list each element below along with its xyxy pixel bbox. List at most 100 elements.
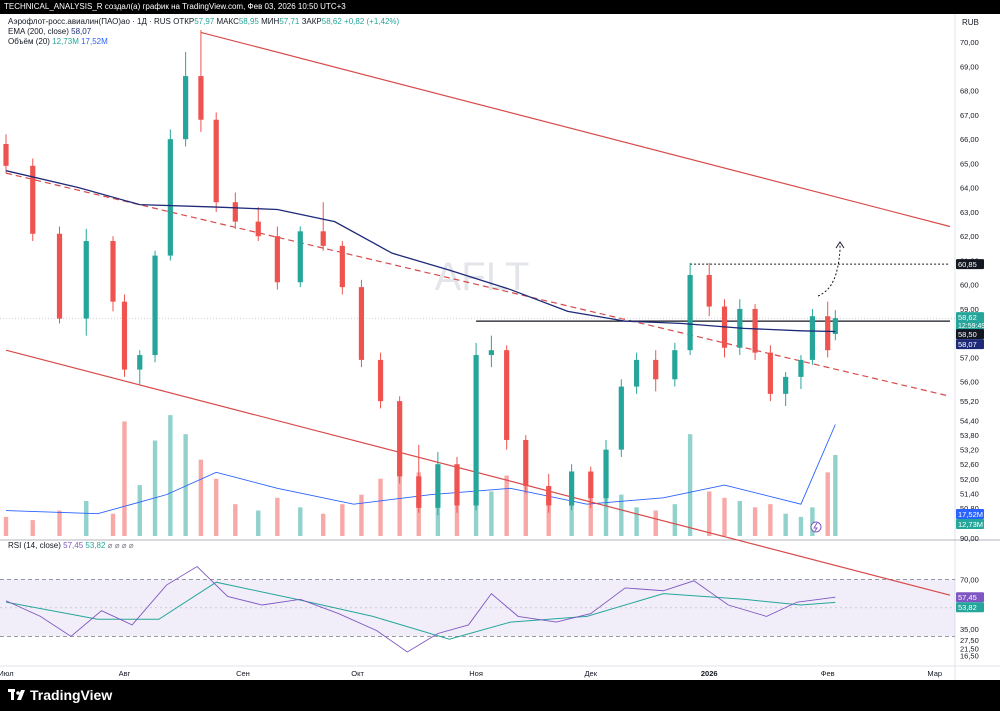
- tag-last-price: 58,62: [958, 313, 977, 322]
- open-label: ОТКР: [173, 17, 195, 26]
- price-tick-label: 59,00: [960, 305, 979, 314]
- candle-body: [672, 350, 678, 380]
- rsi-ma-value: 53,82: [85, 541, 106, 550]
- candle-body: [297, 231, 303, 283]
- price-tick-label: 65,00: [960, 159, 979, 168]
- candle-body: [167, 139, 173, 256]
- low-value: 57,71: [279, 17, 300, 26]
- candle-body: [30, 165, 36, 234]
- candle-body: [634, 359, 640, 387]
- price-scale[interactable]: 70,00 69,00 68,00 67,00 66,00 65,00 64,00 63,00…: [960, 38, 979, 513]
- candle-body: [416, 476, 422, 508]
- low-label: МИН: [261, 17, 280, 26]
- rsi-legend[interactable]: RSI (14, close) 57,45 53,82 ⌀ ⌀ ⌀ ⌀: [8, 541, 134, 550]
- ema-legend[interactable]: EMA (200, close) 58,07: [8, 27, 91, 36]
- candle-body: [255, 221, 261, 237]
- candle-body: [56, 233, 63, 319]
- candle-body: [523, 439, 529, 487]
- tag-countdown: 12:59:49: [958, 323, 985, 330]
- rsi-value: 57,45: [63, 541, 84, 550]
- volume-bar: [256, 510, 261, 536]
- candle-body: [588, 471, 594, 499]
- close-label: ЗАКР: [301, 17, 322, 26]
- trendline-dashed_trend[interactable]: [5, 172, 951, 397]
- candle-body: [752, 308, 758, 353]
- time-axis[interactable]: Июл Авг Сен Окт Ноя Дек 2026 Фев Мар: [0, 669, 942, 678]
- volume-bar: [634, 507, 639, 536]
- candle-body: [198, 76, 204, 120]
- volume-bar: [454, 497, 460, 536]
- currency-label: RUB: [962, 18, 979, 27]
- rsi-options-dots[interactable]: ⌀ ⌀ ⌀ ⌀: [107, 541, 134, 550]
- rsi-label: RSI (14, close): [8, 541, 61, 550]
- time-tick-label: Июл: [0, 669, 14, 678]
- price-tick-label: 66,00: [960, 135, 979, 144]
- candle-body: [809, 316, 816, 360]
- candle-body: [213, 119, 219, 203]
- volume-bar: [152, 440, 158, 536]
- rsi-layer: [5, 565, 836, 653]
- candle-body: [473, 355, 479, 506]
- change-value: +0,82 (+1,42%): [344, 17, 400, 26]
- volume-bar: [653, 510, 658, 536]
- time-axis-bar: [0, 666, 1000, 680]
- volume-bar: [783, 513, 788, 536]
- publisher-line: TECHNICAL_ANALYSIS_R создал(а) график на…: [4, 2, 346, 11]
- volume-bar: [378, 478, 383, 536]
- lightning-icon[interactable]: [810, 521, 822, 533]
- tag-rsi: 57,45: [958, 593, 977, 602]
- volume-bar: [110, 513, 116, 536]
- candle-body: [687, 275, 693, 351]
- volume-bar: [603, 478, 609, 536]
- candle-body: [274, 236, 280, 283]
- symbol-legend[interactable]: Аэрофлот-росс.авиалин(ПАО)ао · 1Д · RUS …: [8, 17, 399, 26]
- volume-legend[interactable]: Объём (20) 12,73M 17,52M: [8, 37, 108, 46]
- volume-bar: [122, 421, 127, 536]
- volume-bar: [321, 513, 326, 536]
- tag-level-mid-bg: [956, 329, 984, 340]
- volume-bar: [588, 497, 593, 536]
- candle-body: [397, 401, 403, 477]
- main-panel[interactable]: [0, 14, 1000, 540]
- rsi-ma-line: [5, 581, 836, 640]
- volume-ma-line: [5, 424, 836, 515]
- ema-value: 58,07: [71, 27, 92, 36]
- time-tick-label: Авг: [119, 669, 131, 678]
- volume-value: 12,73M: [52, 37, 79, 46]
- volume-bar: [687, 434, 693, 536]
- high-label: МАКС: [216, 17, 239, 26]
- price-tick-label: 67,00: [960, 111, 979, 120]
- candle-body: [488, 350, 494, 356]
- trendline-upper[interactable]: [200, 31, 951, 228]
- rsi-tick-label: 27,50: [960, 636, 979, 645]
- lightning-icon-glyph: [813, 522, 818, 532]
- time-tick-label: Фев: [821, 669, 835, 678]
- volume-bar: [214, 478, 219, 536]
- candle-body: [232, 202, 238, 222]
- tag-level-mid: 58,50: [958, 330, 977, 339]
- candle-body: [825, 316, 831, 351]
- price-tick-label: 63,00: [960, 208, 979, 217]
- symbol-name: Аэрофлот-росс.авиалин(ПАО)ао · 1Д · RUS: [8, 17, 171, 26]
- volume-bar: [489, 491, 494, 536]
- volume-bar: [233, 504, 238, 536]
- price-tick-label: 69,00: [960, 62, 979, 71]
- close-value: 58,62: [321, 17, 342, 26]
- volume-bar: [833, 454, 838, 536]
- brand-name: TradingView: [30, 687, 113, 703]
- volume-bar: [340, 504, 345, 536]
- price-tick-label: 68,00: [960, 87, 979, 96]
- tag-rsi-ma: 53,82: [958, 603, 977, 612]
- volume-bar: [737, 501, 742, 536]
- volume-bar: [30, 520, 35, 536]
- price-tick-label: 70,00: [960, 38, 979, 47]
- open-value: 57,97: [194, 17, 215, 26]
- candle-body: [152, 255, 158, 356]
- projection-arrow-head: [835, 241, 845, 249]
- volume-bar: [275, 497, 280, 536]
- candle-body: [83, 241, 89, 319]
- price-tick-label: 55,20: [960, 397, 979, 406]
